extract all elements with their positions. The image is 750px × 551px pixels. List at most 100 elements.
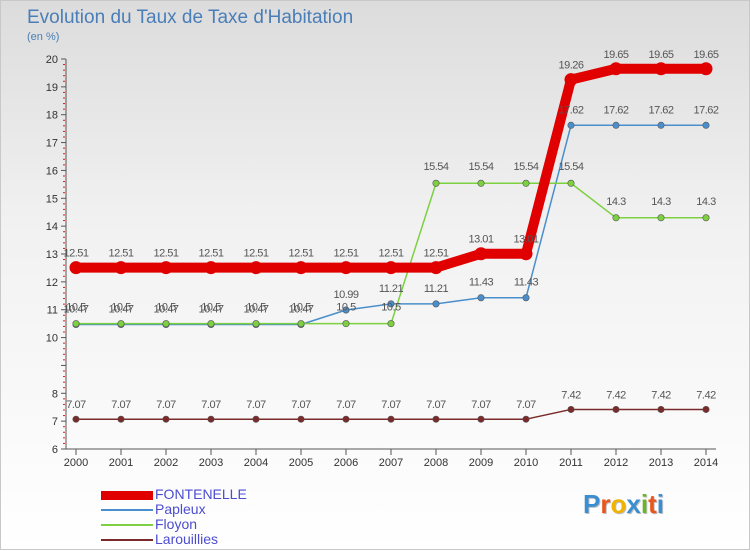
data-point (657, 405, 665, 413)
data-label: 12.51 (153, 248, 178, 260)
data-point (249, 261, 263, 275)
data-point (162, 320, 170, 328)
y-tick-label: 12 (46, 277, 58, 289)
data-label: 17.62 (693, 104, 718, 116)
x-tick-label: 2002 (154, 457, 178, 469)
chart-title: Evolution du Taux de Taxe d'Habitation (27, 7, 354, 28)
x-tick-label: 2000 (64, 457, 88, 469)
data-label: 10.5 (111, 302, 131, 314)
legend-label: Papleux (155, 501, 206, 517)
data-point (699, 62, 713, 76)
data-label: 10.47 (288, 303, 313, 315)
x-tick-label: 2013 (649, 457, 673, 469)
y-tick-label: 20 (46, 54, 58, 66)
data-label: 15.54 (513, 161, 538, 173)
data-label: 17.62 (603, 104, 628, 116)
data-label: 12.51 (378, 248, 403, 260)
data-point (564, 73, 578, 87)
data-label: 7.07 (381, 399, 401, 411)
data-point (69, 261, 83, 275)
y-tick-label: 13 (46, 249, 58, 261)
data-label: 19.26 (558, 60, 583, 72)
x-tick-label: 2005 (289, 457, 313, 469)
data-point (432, 179, 440, 187)
data-label: 7.42 (561, 389, 581, 401)
data-label: 11.21 (379, 283, 404, 295)
series-line-fontenelle (71, 63, 711, 273)
y-tick-label: 16 (46, 165, 58, 177)
data-label: 7.07 (336, 399, 356, 411)
data-label: 11.43 (514, 277, 539, 289)
data-label: 10.47 (153, 303, 178, 315)
proxiti-logo: Proxiti (583, 489, 664, 520)
data-point (162, 415, 170, 423)
x-tick-label: 2007 (379, 457, 403, 469)
y-tick-label: 18 (46, 110, 58, 122)
logo-letter: P (583, 489, 601, 519)
legend-label: FONTENELLE (155, 486, 247, 502)
data-label: 12.51 (423, 248, 448, 260)
x-tick-label: 2012 (604, 457, 628, 469)
data-label: 14.3 (606, 196, 626, 208)
data-label: 10.5 (201, 302, 221, 314)
data-point (297, 415, 305, 423)
y-tick-label: 10 (46, 333, 58, 345)
data-point (339, 261, 353, 275)
data-label: 7.07 (426, 399, 446, 411)
data-label: 14.3 (651, 196, 671, 208)
data-point (387, 300, 395, 308)
data-label: 12.51 (333, 248, 358, 260)
data-point (387, 415, 395, 423)
data-point (432, 415, 440, 423)
x-tick-label: 2006 (334, 457, 358, 469)
data-point (297, 320, 305, 328)
data-point (387, 320, 395, 328)
legend-swatch (101, 524, 153, 526)
data-point (477, 415, 485, 423)
data-point (114, 261, 128, 275)
data-label: 11.21 (424, 283, 449, 295)
data-label: 10.47 (243, 303, 268, 315)
data-label: 10.5 (246, 302, 266, 314)
data-label: 12.51 (243, 248, 268, 260)
data-label: 7.42 (606, 389, 626, 401)
data-point (609, 62, 623, 76)
data-point (117, 415, 125, 423)
data-label: 12.51 (63, 248, 88, 260)
y-tick-label: 19 (46, 82, 58, 94)
data-label: 7.07 (66, 399, 86, 411)
data-point (522, 294, 530, 302)
data-point (342, 306, 350, 314)
legend-label: Floyon (155, 516, 198, 532)
data-point (567, 121, 575, 129)
data-point (342, 320, 350, 328)
legend-swatch (101, 490, 153, 500)
data-label: 13.01 (513, 234, 538, 246)
logo-letter: i (656, 489, 664, 519)
data-label: 7.07 (201, 399, 221, 411)
data-point (72, 415, 80, 423)
data-label: 10.5 (66, 302, 86, 314)
data-label: 17.62 (648, 104, 673, 116)
data-label: 14.3 (696, 196, 716, 208)
x-tick-label: 2014 (694, 457, 718, 469)
data-point (567, 179, 575, 187)
data-point (252, 415, 260, 423)
data-point (657, 214, 665, 222)
data-point (294, 261, 308, 275)
data-point (117, 320, 125, 328)
y-tick-label: 6 (52, 444, 58, 456)
data-label: 17.62 (558, 104, 583, 116)
data-point (207, 415, 215, 423)
y-tick-label: 15 (46, 193, 58, 205)
data-point (477, 294, 485, 302)
data-label: 7.07 (471, 399, 491, 411)
data-point (519, 247, 533, 261)
data-point (159, 261, 173, 275)
data-label: 7.07 (246, 399, 266, 411)
data-label: 7.07 (111, 399, 131, 411)
data-label: 19.65 (693, 49, 718, 61)
data-point (522, 179, 530, 187)
data-point (567, 405, 575, 413)
data-point (474, 247, 488, 261)
